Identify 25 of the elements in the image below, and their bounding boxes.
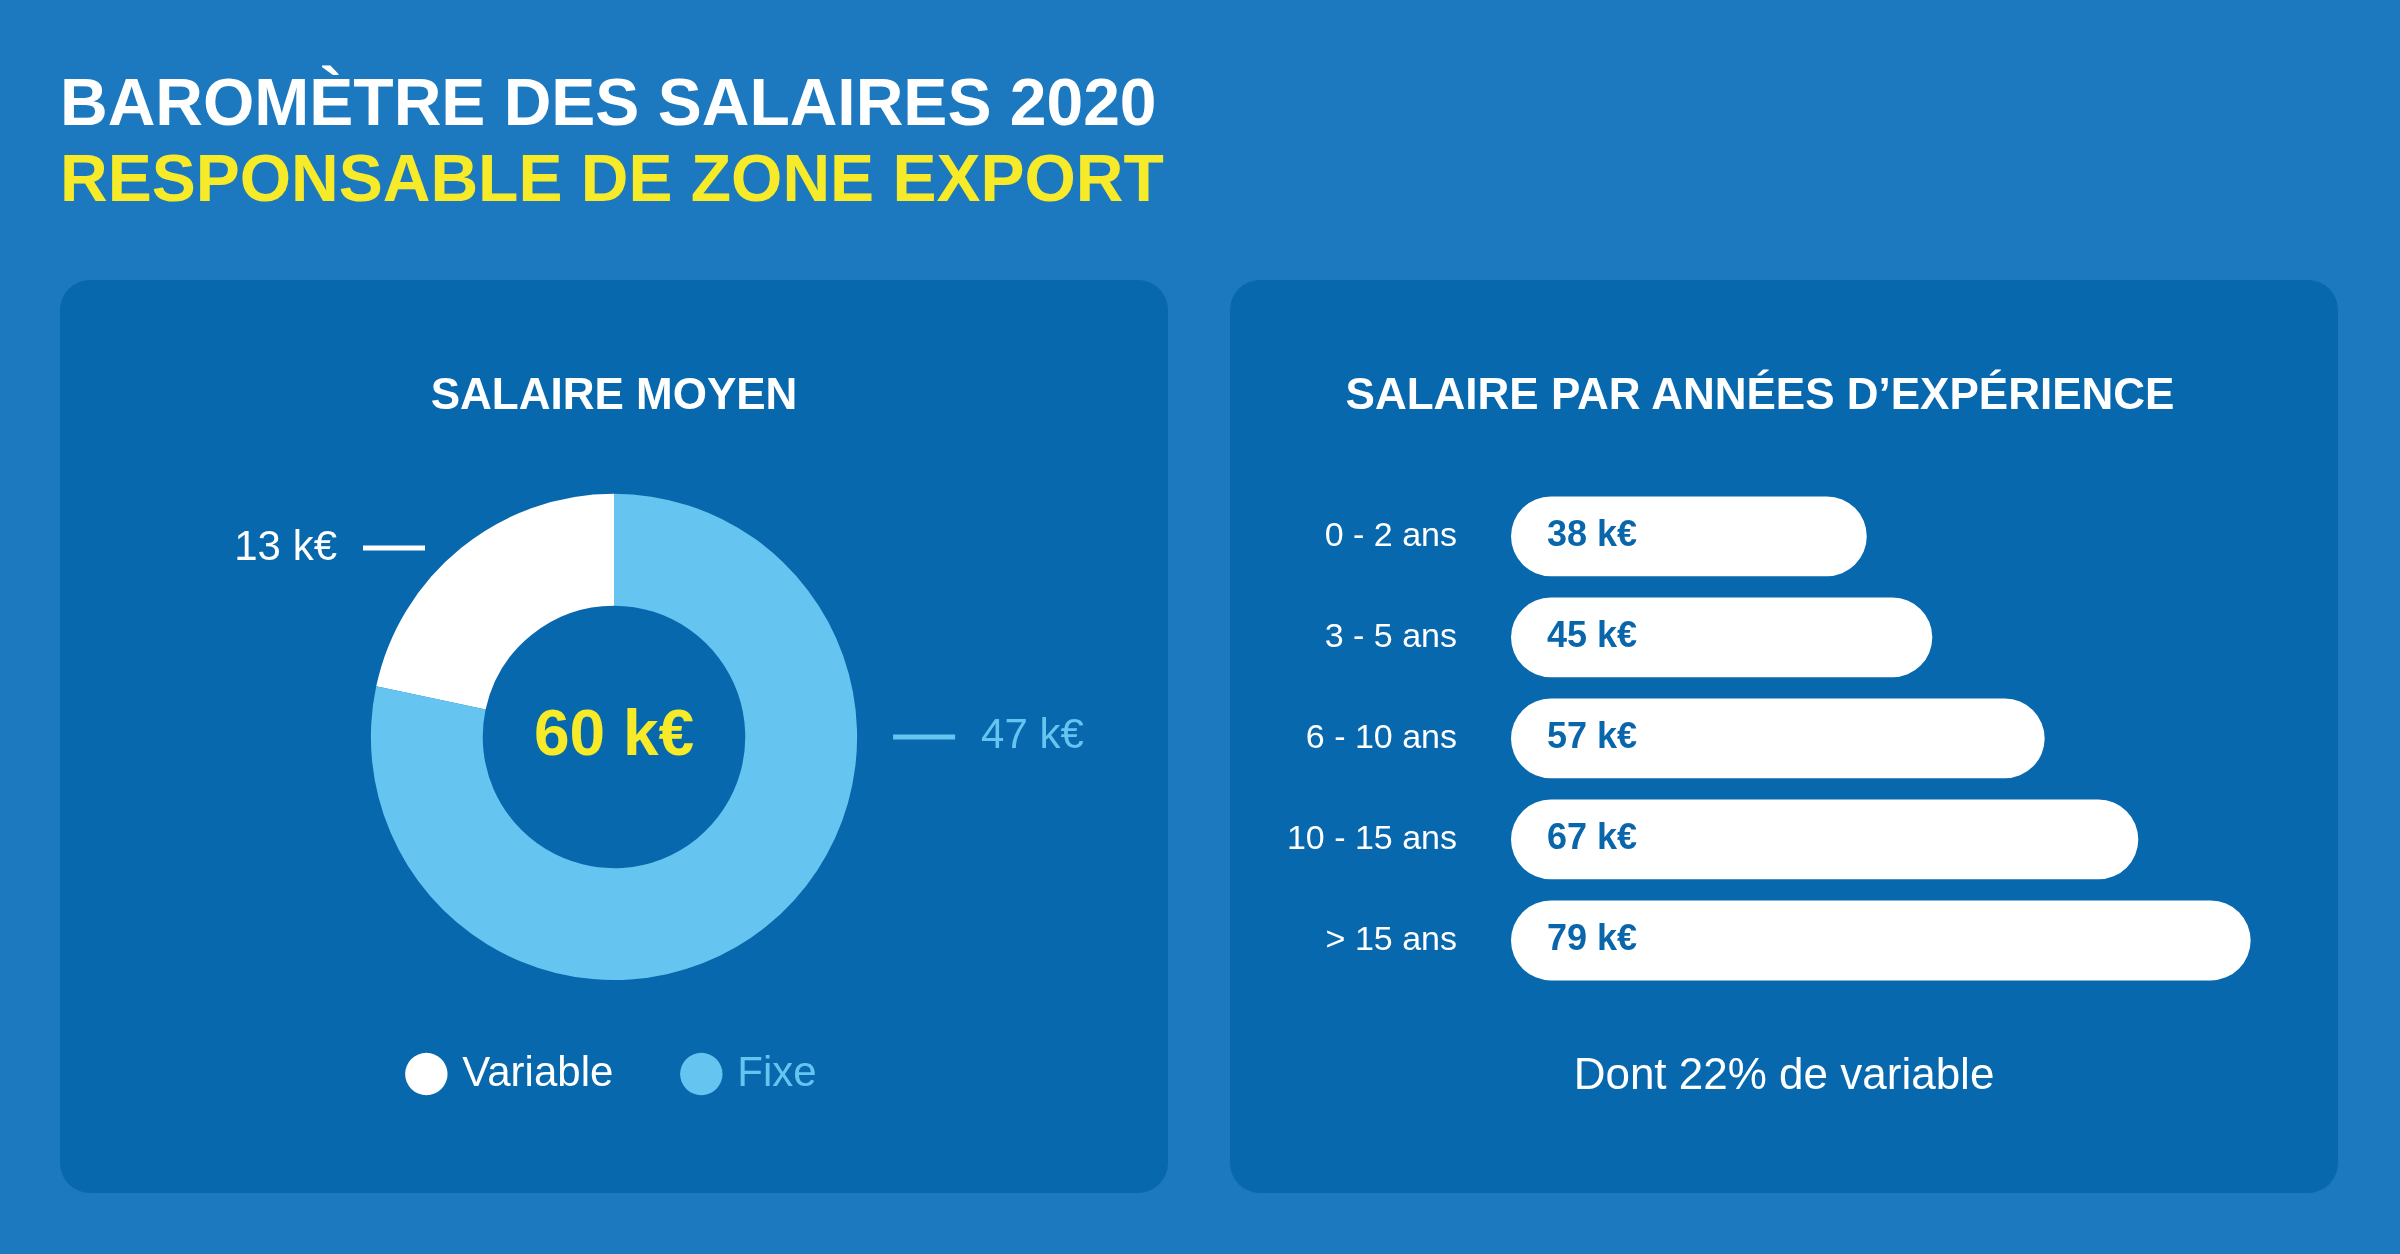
y-tick-label: > 15 ans (1325, 918, 1457, 957)
chart-title: SALAIRE PAR ANNÉES D’EXPÉRIENCE (1345, 368, 2175, 418)
data-label: 67 k€ (1547, 816, 1638, 858)
chart-title: SALAIRE MOYEN (430, 368, 798, 418)
text: RESPONSABLE DE ZONE EXPORT (60, 141, 1164, 215)
bar (1511, 698, 2045, 779)
text: Dont 22% de variable (1573, 1049, 1995, 1099)
y-tick-label: 3 - 5 ans (1324, 615, 1457, 654)
y-tick-label: 10 - 15 ans (1286, 817, 1457, 856)
y-tick-label: 6 - 10 ans (1305, 716, 1457, 755)
bar (1511, 496, 1867, 577)
text: BAROMÈTRE DES SALAIRES 2020 (60, 65, 1157, 139)
legend-label: Variable (462, 1047, 614, 1095)
bar (1511, 799, 2139, 880)
data-label: 38 k€ (1547, 513, 1638, 555)
bar (1511, 900, 2251, 981)
data-label: 57 k€ (1547, 715, 1638, 757)
y-tick-label: 0 - 2 ans (1324, 514, 1457, 553)
legend-label: Fixe (737, 1047, 817, 1095)
data-label: 13 k€ (234, 521, 338, 569)
bar (1511, 597, 1933, 678)
data-label: 45 k€ (1547, 614, 1638, 656)
data-label: 47 k€ (981, 710, 1084, 758)
text: 60 k€ (533, 696, 695, 769)
data-label: 79 k€ (1547, 917, 1638, 959)
